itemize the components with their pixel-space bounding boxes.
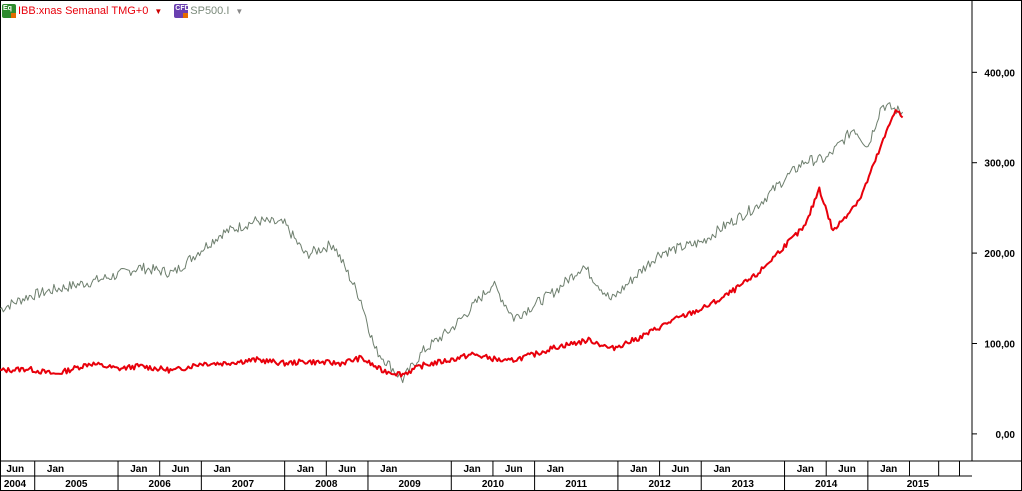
x-year-label: 2013	[732, 479, 755, 490]
y-axis-ticks: 0,00 100,00 200,00 300,00 400,00	[972, 68, 1015, 441]
y-tick-label: 400,00	[984, 68, 1015, 79]
series-line-ibb	[0, 109, 904, 378]
x-year-label: 2005	[65, 479, 88, 490]
x-year-label: 2015	[907, 479, 930, 490]
y-tick-label: 300,00	[984, 159, 1015, 170]
x-year-label: 2009	[399, 479, 422, 490]
x-month-label: Jan	[463, 464, 480, 475]
legend-dropdown-ibb-icon[interactable]: ▼	[154, 6, 163, 16]
x-month-label: Jun	[838, 464, 856, 475]
x-month-label: Jun	[6, 464, 24, 475]
legend-item-sp500[interactable]: CFD SP500.I ▼	[174, 4, 243, 18]
x-month-label: Jun	[172, 464, 190, 475]
x-month-label: Jan	[547, 464, 564, 475]
legend-item-ibb[interactable]: Eq IBB:xnas Semanal TMG+0 ▼	[2, 4, 162, 18]
x-month-label: Jan	[380, 464, 397, 475]
x-year-label: 2010	[482, 479, 505, 490]
series-layer	[0, 102, 904, 384]
legend-label-ibb: IBB:xnas Semanal TMG+0	[18, 5, 149, 17]
x-year-label: 2004	[4, 479, 27, 490]
x-year-label: 2006	[149, 479, 172, 490]
x-year-label: 2008	[315, 479, 338, 490]
legend-dropdown-sp500-icon[interactable]: ▼	[235, 6, 244, 16]
x-month-label: Jan	[47, 464, 64, 475]
x-year-label: 2014	[815, 479, 838, 490]
equity-icon-text: Eq	[3, 5, 12, 12]
y-tick-label: 200,00	[984, 249, 1015, 260]
x-month-label: Jan	[297, 464, 314, 475]
x-axis-month-row: Jun Jan Jan Jun Jan Jan Jun Jan Jan Jun Jan Jan Jun J…	[6, 461, 961, 476]
x-month-label: Jan	[880, 464, 897, 475]
x-axis-year-row: 2004 2005 2006 2007 2008 2009 2010 2011 2012 2013…	[4, 476, 930, 491]
series-line-sp500	[0, 102, 904, 384]
x-month-label: Jan	[214, 464, 231, 475]
cfd-icon-text: CFD	[175, 5, 190, 12]
chart-legend: Eq IBB:xnas Semanal TMG+0 ▼ CFD SP500.I …	[2, 3, 255, 19]
cfd-icon: CFD	[174, 4, 190, 18]
x-year-label: 2011	[565, 479, 587, 490]
x-month-label: Jun	[338, 464, 356, 475]
x-month-label: Jan	[713, 464, 730, 475]
equity-icon: Eq	[2, 4, 16, 18]
y-tick-label: 0,00	[996, 430, 1016, 441]
x-month-label: Jun	[505, 464, 523, 475]
x-month-label: Jan	[130, 464, 147, 475]
x-year-label: 2012	[648, 479, 671, 490]
x-month-label: Jun	[672, 464, 690, 475]
legend-label-sp500: SP500.I	[190, 5, 230, 17]
x-month-label: Jan	[797, 464, 814, 475]
x-year-label: 2007	[232, 479, 255, 490]
x-month-label: Jan	[630, 464, 647, 475]
y-tick-label: 100,00	[984, 339, 1015, 350]
